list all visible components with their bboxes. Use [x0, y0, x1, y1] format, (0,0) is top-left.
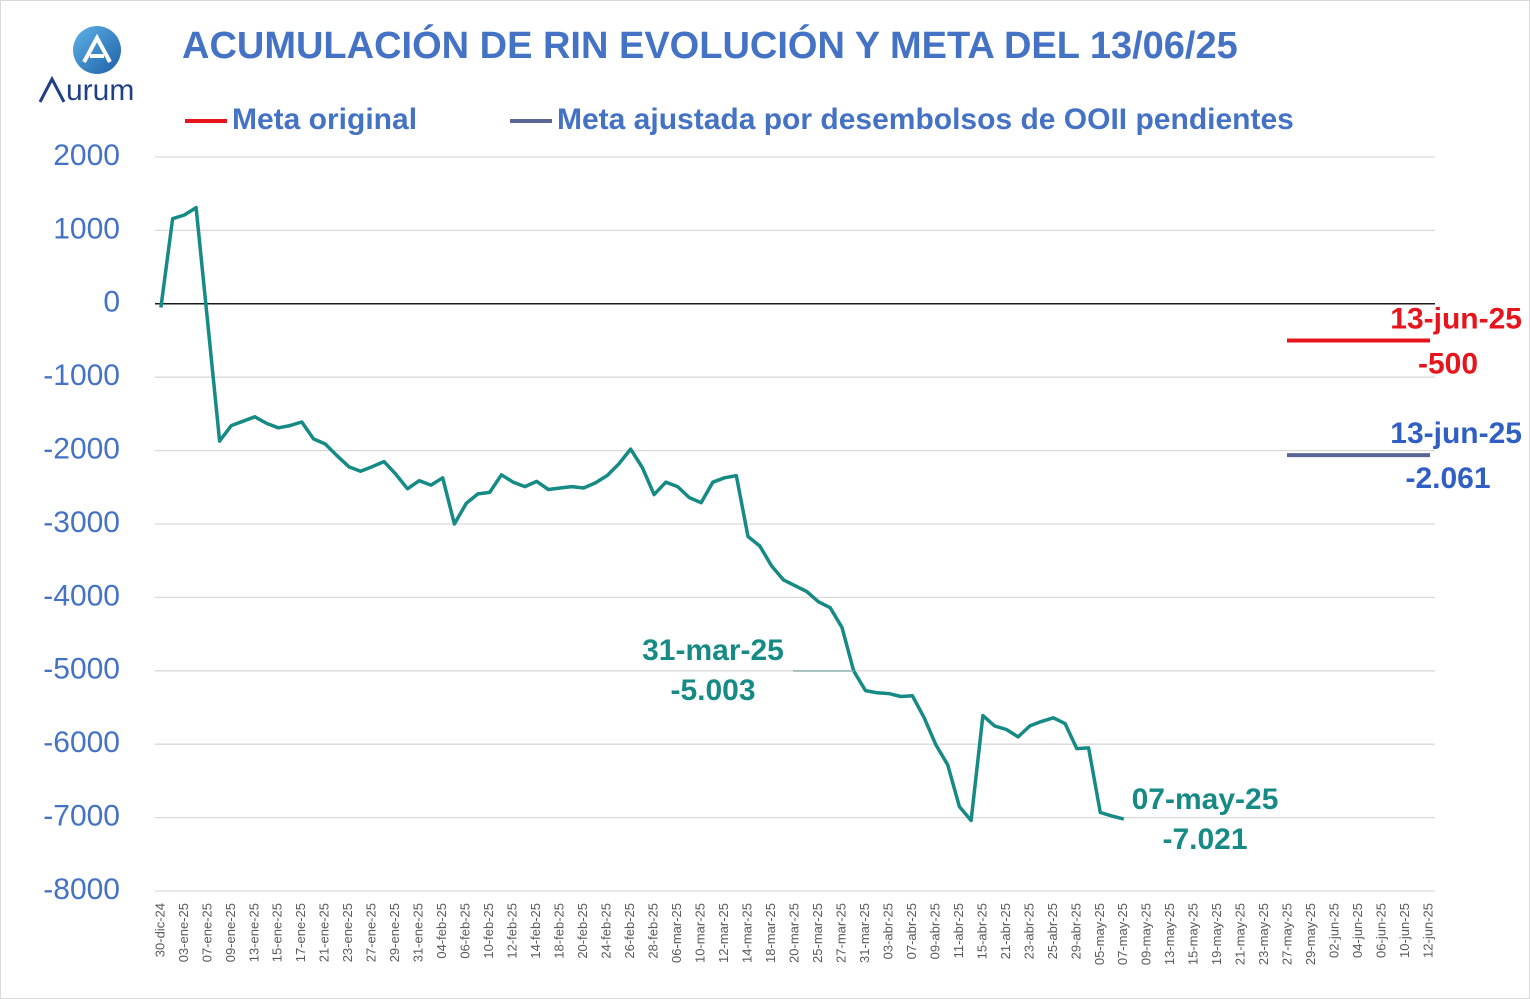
logo-icon [73, 26, 121, 74]
x-tick-label: 09-may-25 [1139, 903, 1154, 965]
logo-text: urum [66, 74, 134, 107]
x-tick-label: 29-abr-25 [1068, 903, 1083, 959]
y-tick-label: -6000 [43, 726, 120, 759]
x-tick-label: 10-mar-25 [692, 903, 707, 963]
x-tick-label: 10-feb-25 [481, 903, 496, 959]
y-tick-label: -7000 [43, 800, 120, 833]
x-tick-label: 07-may-25 [1115, 903, 1130, 965]
x-tick-label: 23-ene-25 [340, 903, 355, 962]
target-date: 13-jun-25 [1390, 302, 1522, 335]
y-tick-label: -3000 [43, 506, 120, 539]
annotation-date: 07-may-25 [1132, 783, 1279, 816]
data-line [159, 205, 1125, 823]
x-tick-label: 17-ene-25 [293, 903, 308, 962]
x-tick-label: 06-mar-25 [669, 903, 684, 963]
x-tick-label: 23-may-25 [1256, 903, 1271, 965]
y-tick-label: -8000 [43, 873, 120, 906]
annotation-value: -5.003 [670, 674, 755, 707]
x-tick-label: 03-abr-25 [880, 903, 895, 959]
x-tick-label: 13-may-25 [1162, 903, 1177, 965]
y-tick-label: 2000 [53, 139, 120, 172]
x-tick-label: 10-jun-25 [1397, 903, 1412, 958]
y-tick-label: 0 [103, 286, 120, 319]
logo-mark [82, 33, 112, 63]
target-date: 13-jun-25 [1390, 417, 1522, 450]
x-tick-label: 11-abr-25 [951, 903, 966, 958]
y-tick-label: -1000 [43, 359, 120, 392]
y-tick-label: -2000 [43, 433, 120, 466]
x-tick-label: 04-feb-25 [434, 903, 449, 959]
x-tick-label: 31-mar-25 [857, 903, 872, 963]
x-tick-label: 26-feb-25 [622, 903, 637, 959]
x-tick-label: 03-ene-25 [176, 903, 191, 962]
x-tick-label: 12-jun-25 [1421, 903, 1436, 958]
x-tick-label: 18-mar-25 [763, 903, 778, 963]
x-tick-label: 15-may-25 [1186, 903, 1201, 965]
x-tick-label: 27-mar-25 [833, 903, 848, 963]
x-tick-label: 05-may-25 [1092, 903, 1107, 965]
x-tick-label: 21-may-25 [1233, 903, 1248, 965]
annotation-value: -7.021 [1162, 823, 1247, 856]
x-tick-label: 15-abr-25 [974, 903, 989, 959]
x-tick-label: 21-abr-25 [998, 903, 1013, 959]
legend-label: Meta original [232, 103, 417, 136]
legend-label: Meta ajustada por desembolsos de OOII pe… [557, 103, 1294, 136]
x-tick-label: 28-feb-25 [646, 903, 661, 959]
target-value: -2.061 [1405, 462, 1490, 495]
x-tick-label: 25-mar-25 [810, 903, 825, 963]
x-tick-label: 06-feb-25 [458, 903, 473, 959]
x-tick-label: 27-ene-25 [364, 903, 379, 962]
logo-a [38, 75, 66, 103]
x-tick-label: 07-ene-25 [199, 903, 214, 962]
x-tick-label: 20-mar-25 [786, 903, 801, 963]
x-tick-label: 15-ene-25 [270, 903, 285, 962]
x-tick-label: 12-feb-25 [505, 903, 520, 959]
x-tick-label: 09-ene-25 [223, 903, 238, 962]
x-tick-label: 27-may-25 [1280, 903, 1295, 965]
target-value: -500 [1418, 347, 1478, 380]
x-tick-label: 06-jun-25 [1374, 903, 1389, 958]
y-tick-label: -5000 [43, 653, 120, 686]
chart-title: ACUMULACIÓN DE RIN EVOLUCIÓN Y META DEL … [182, 23, 1238, 67]
x-tick-label: 25-abr-25 [1045, 903, 1060, 959]
x-tick-label: 29-ene-25 [387, 903, 402, 962]
annotation-date: 31-mar-25 [642, 634, 784, 667]
x-tick-label: 20-feb-25 [575, 903, 590, 959]
x-tick-label: 23-abr-25 [1021, 903, 1036, 959]
y-tick-label: -4000 [43, 579, 120, 612]
x-tick-label: 29-may-25 [1303, 903, 1318, 965]
y-tick-label: 1000 [53, 212, 120, 245]
x-tick-label: 12-mar-25 [716, 903, 731, 963]
x-tick-label: 21-ene-25 [317, 903, 332, 962]
x-tick-label: 31-ene-25 [411, 903, 426, 962]
x-tick-label: 14-mar-25 [739, 903, 754, 963]
x-tick-label: 13-ene-25 [246, 903, 261, 962]
x-tick-label: 19-may-25 [1209, 903, 1224, 965]
x-tick-label: 02-jun-25 [1327, 903, 1342, 958]
x-tick-label: 04-jun-25 [1350, 903, 1365, 958]
x-tick-label: 18-feb-25 [552, 903, 567, 959]
x-tick-label: 24-feb-25 [599, 903, 614, 959]
x-tick-label: 30-dic-24 [152, 903, 167, 957]
x-tick-label: 09-abr-25 [927, 903, 942, 959]
x-tick-label: 07-abr-25 [904, 903, 919, 959]
x-tick-label: 14-feb-25 [528, 903, 543, 959]
